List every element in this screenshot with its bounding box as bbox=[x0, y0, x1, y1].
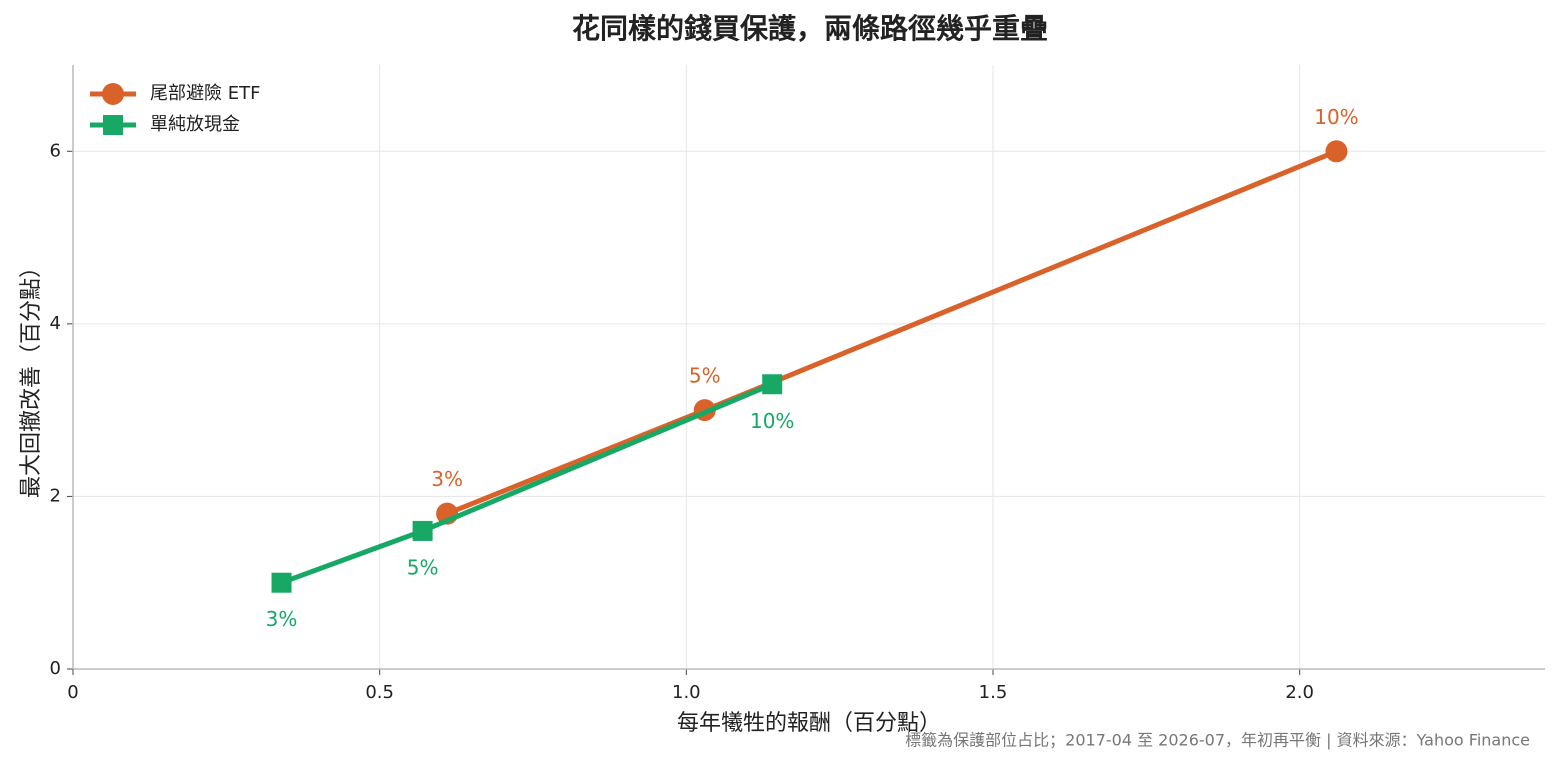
y-tick-label: 0 bbox=[50, 658, 61, 679]
x-tick-label: 1.5 bbox=[979, 682, 1008, 703]
x-tick-label: 1.0 bbox=[672, 682, 701, 703]
data-point bbox=[1325, 140, 1348, 163]
y-tick-label: 2 bbox=[50, 485, 61, 506]
point-label: 5% bbox=[407, 555, 439, 579]
legend-marker bbox=[103, 115, 123, 135]
point-label: 10% bbox=[750, 409, 794, 433]
legend-label: 單純放現金 bbox=[150, 114, 240, 135]
y-tick-label: 6 bbox=[50, 140, 61, 161]
footnote: 標籤為保護部位占比；2017-04 至 2026-07，年初再平衡 | 資料來源… bbox=[905, 731, 1530, 750]
point-label: 3% bbox=[266, 607, 298, 631]
x-tick-label: 0.5 bbox=[365, 682, 394, 703]
chart-title: 花同樣的錢買保護，兩條路徑幾乎重疊 bbox=[572, 12, 1048, 45]
data-point bbox=[762, 374, 783, 395]
legend-label: 尾部避險 ETF bbox=[150, 83, 260, 104]
data-point bbox=[271, 572, 292, 593]
x-axis-label: 每年犧牲的報酬（百分點） bbox=[677, 711, 941, 736]
y-axis-label: 最大回撤改善（百分點） bbox=[19, 256, 44, 498]
x-tick-label: 2.0 bbox=[1285, 682, 1314, 703]
data-point bbox=[412, 520, 433, 541]
y-tick-label: 4 bbox=[50, 313, 61, 334]
legend-marker bbox=[102, 83, 124, 105]
point-label: 3% bbox=[431, 467, 463, 491]
point-label: 10% bbox=[1314, 105, 1358, 129]
point-label: 5% bbox=[689, 364, 721, 388]
series-line bbox=[446, 148, 1338, 517]
x-tick-label: 0 bbox=[67, 682, 78, 703]
